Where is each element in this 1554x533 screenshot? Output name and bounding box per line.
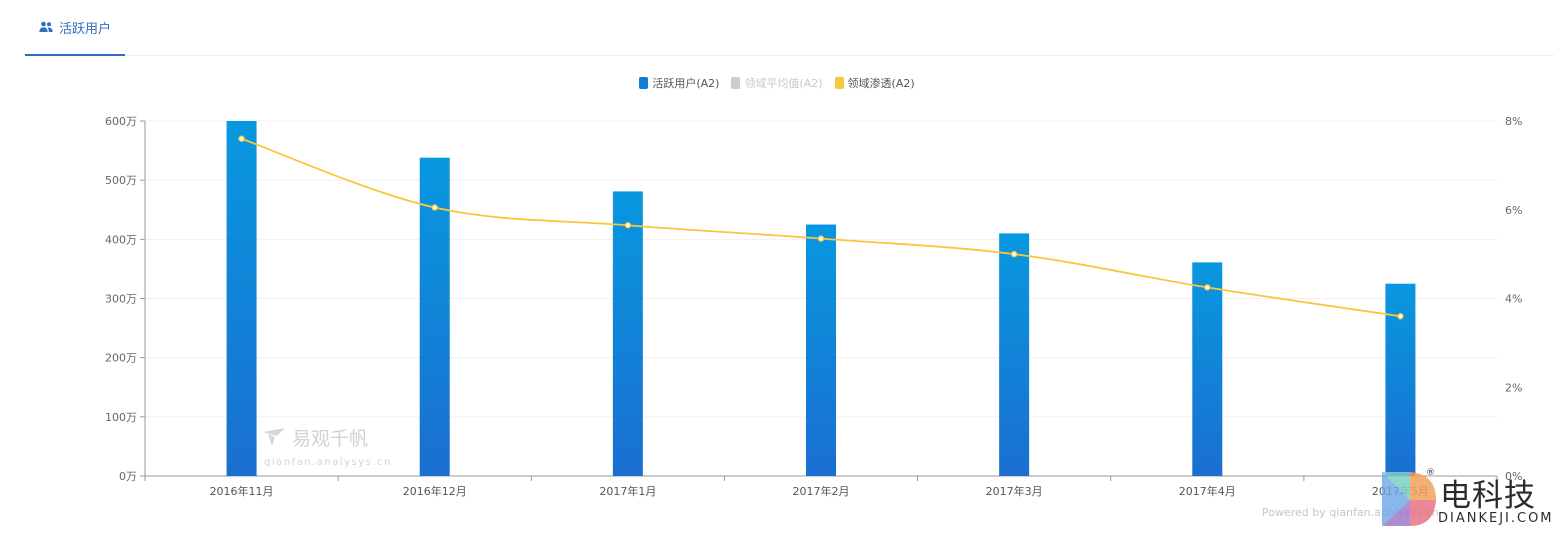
tab-active-users[interactable]: 活跃用户: [25, 0, 125, 56]
x-tick-label: 2017年4月: [1179, 484, 1236, 498]
line-point[interactable]: [817, 235, 825, 242]
y-left-tick-label: 500万: [105, 174, 137, 187]
y-right-tick-label: 6%: [1505, 204, 1522, 217]
legend-item-domain-penetration[interactable]: 领域渗透(A2): [834, 75, 915, 91]
y-left-tick-label: 400万: [105, 233, 137, 246]
bar[interactable]: [419, 157, 450, 476]
y-right-tick-label: 2%: [1505, 381, 1522, 394]
watermark-plane-icon: [263, 428, 285, 446]
brand-registered: ®: [1426, 468, 1435, 478]
x-tick-label: 2017年1月: [599, 484, 656, 498]
legend-label: 领域渗透(A2): [847, 77, 915, 90]
brand-domain: DIANKEJI.COM: [1438, 511, 1554, 526]
bar[interactable]: [806, 224, 836, 476]
legend-label: 活跃用户(A2): [652, 77, 720, 90]
y-right-tick-label: 4%: [1505, 293, 1522, 306]
bar[interactable]: [999, 233, 1030, 476]
line-point[interactable]: [1204, 284, 1211, 291]
brand-mark-icon: [1382, 472, 1436, 526]
brand-name: 电科技: [1440, 478, 1536, 514]
line-point[interactable]: [624, 222, 632, 229]
tab-bar: 活跃用户: [25, 0, 1554, 56]
legend-item-active-users[interactable]: 活跃用户(A2): [639, 75, 719, 91]
x-tick-label: 2017年3月: [986, 484, 1043, 498]
legend-item-domain-average[interactable]: 领域平均值(A2): [731, 75, 823, 91]
y-left-tick-label: 300万: [105, 293, 137, 306]
tab-label: 活跃用户: [58, 21, 111, 37]
y-right-tick-label: 8%: [1505, 115, 1522, 128]
brand-logo: ® 电科技 DIANKEJI.COM: [1380, 468, 1554, 533]
y-left-tick-label: 0万: [119, 470, 137, 483]
legend-label: 领域平均值(A2): [744, 77, 823, 90]
legend-swatch: [834, 77, 844, 89]
bar[interactable]: [1192, 262, 1223, 476]
watermark: 易观千帆 qianfan.analysys.cn: [263, 428, 392, 468]
bar[interactable]: [226, 121, 257, 476]
line-point[interactable]: [431, 204, 438, 211]
line-point[interactable]: [1397, 313, 1404, 320]
x-tick-label: 2016年12月: [403, 484, 467, 498]
watermark-url: qianfan.analysys.cn: [264, 457, 392, 468]
chart-legend: 活跃用户(A2) 领域平均值(A2) 领域渗透(A2): [0, 75, 1554, 91]
y-left-tick-label: 100万: [105, 411, 137, 424]
x-tick-label: 2017年2月: [793, 484, 850, 498]
users-icon: [39, 21, 53, 32]
bar[interactable]: [612, 191, 643, 477]
line-series: [238, 135, 1404, 320]
line-point[interactable]: [238, 135, 245, 142]
y-left-tick-label: 200万: [105, 352, 137, 365]
bar[interactable]: [1385, 283, 1416, 476]
y-right-tick-label: 0%: [1505, 470, 1522, 483]
bar-series: [226, 121, 1416, 477]
y-left-tick-label: 600万: [105, 115, 137, 128]
watermark-title: 易观千帆: [292, 428, 368, 450]
legend-swatch: [731, 77, 741, 89]
x-tick-label: 2016年11月: [210, 484, 274, 498]
legend-swatch: [639, 77, 649, 89]
line-point[interactable]: [1010, 250, 1018, 258]
